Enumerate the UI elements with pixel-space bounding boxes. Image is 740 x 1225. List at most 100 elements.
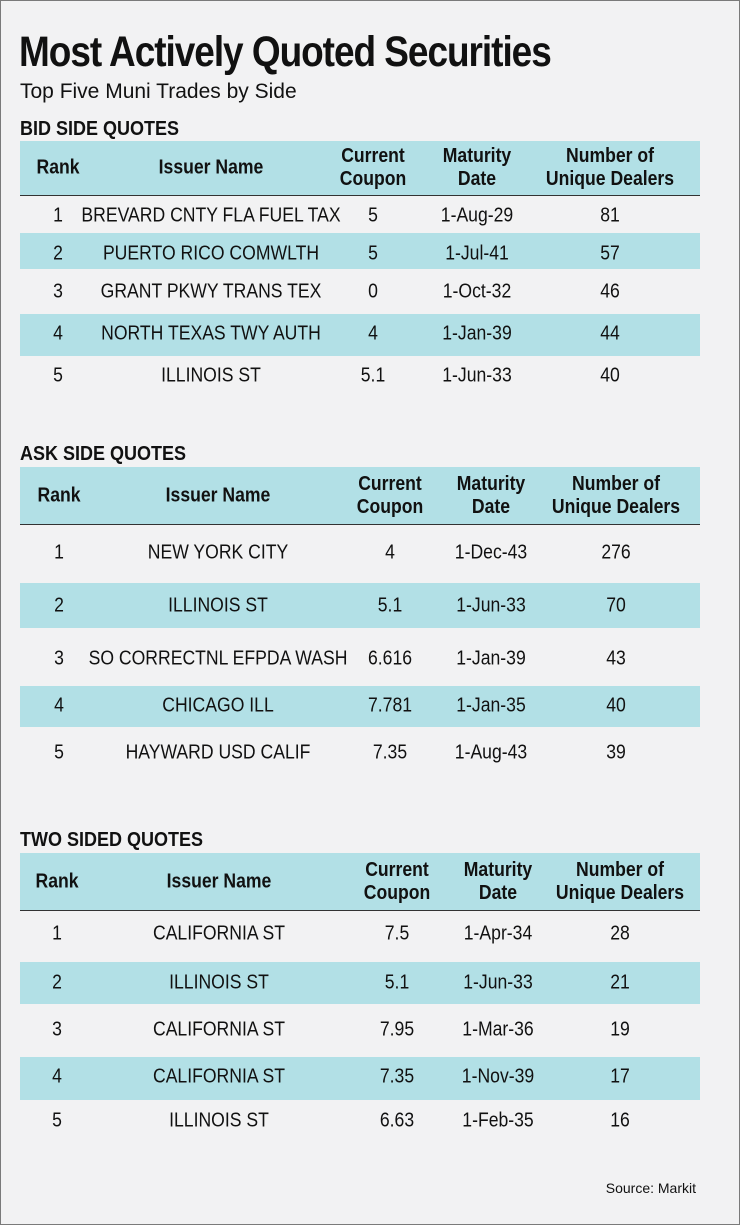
bid-header-unique-dealers: Number of Unique Dealers [546, 145, 674, 191]
ask-cell-issuer: ILLINOIS ST [168, 594, 268, 617]
bid-header-row [20, 141, 700, 196]
bid-cell-rank: 2 [53, 242, 63, 265]
bid-cell-dealers: 44 [600, 322, 620, 345]
two-sided-cell-dealers: 19 [610, 1018, 630, 1041]
ask-header-maturity-date: Maturity Date [457, 473, 525, 519]
source-note: Source: Markit [605, 1180, 696, 1196]
two-sided-cell-rank: 4 [52, 1065, 62, 1088]
two-sided-header-unique-dealers: Number of Unique Dealers [556, 859, 684, 905]
ask-cell-maturity: 1-Jun-33 [456, 594, 526, 617]
two-sided-header-current-coupon: Current Coupon [364, 859, 430, 905]
two-sided-cell-coupon: 6.63 [379, 1109, 415, 1132]
two-sided-header-unique-dealers-line: Number of [575, 858, 664, 881]
ask-header-current-coupon-line: Coupon [356, 495, 424, 518]
ask-header-maturity-date-line: Maturity [456, 472, 526, 495]
ask-cell-coupon: 7.781 [367, 694, 413, 717]
two-sided-row-stripe [20, 962, 700, 1004]
two-sided-section-title: TWO SIDED QUOTES [20, 829, 204, 851]
ask-cell-rank: 1 [54, 541, 64, 564]
ask-header-current-coupon: Current Coupon [357, 473, 423, 519]
bid-cell-maturity: 1-Jan-39 [442, 322, 512, 345]
ask-cell-maturity: 1-Aug-43 [454, 741, 528, 764]
bid-cell-dealers: 46 [600, 280, 620, 303]
ask-cell-coupon: 4 [385, 541, 395, 564]
bid-cell-rank: 1 [53, 204, 63, 227]
ask-header-rank-line: Rank [37, 484, 81, 506]
two-sided-cell-dealers: 17 [610, 1065, 630, 1088]
ask-cell-maturity: 1-Jan-35 [456, 694, 526, 717]
bid-cell-maturity: 1-Jun-33 [442, 364, 512, 387]
ask-cell-dealers: 43 [606, 647, 626, 670]
two-sided-header-unique-dealers-line: Unique Dealers [555, 881, 685, 904]
two-sided-header-maturity-date-line: Date [478, 881, 518, 904]
two-sided-header-rank-line: Rank [35, 870, 79, 892]
two-sided-header-current-coupon-line: Current [365, 858, 429, 881]
ask-cell-rank: 3 [54, 647, 64, 670]
bid-header-current-coupon-line: Current [341, 145, 405, 167]
bid-row-stripe [20, 314, 700, 356]
two-sided-cell-maturity: 1-Mar-36 [462, 1018, 534, 1041]
ask-header-issuer-name-line: Issuer Name [165, 484, 271, 506]
ask-cell-coupon: 6.616 [367, 647, 413, 670]
bid-cell-dealers: 81 [600, 204, 620, 227]
two-sided-cell-issuer: CALIFORNIA ST [152, 1018, 286, 1041]
bid-cell-rank: 4 [53, 322, 63, 345]
bid-section-title: BID SIDE QUOTES [20, 118, 180, 140]
two-sided-cell-rank: 2 [52, 971, 62, 994]
bid-header-maturity-date-line: Maturity [442, 145, 512, 167]
bid-header-maturity-date-line: Date [457, 168, 497, 190]
bid-header-rank: Rank [36, 157, 79, 180]
ask-cell-dealers: 70 [606, 594, 626, 617]
bid-cell-issuer: BREVARD CNTY FLA FUEL TAX [81, 204, 341, 227]
bid-cell-coupon: 0 [368, 280, 378, 303]
two-sided-cell-coupon: 7.5 [384, 922, 410, 945]
bid-cell-maturity: 1-Aug-29 [440, 204, 514, 227]
bid-header-issuer-name: Issuer Name [159, 157, 264, 180]
ask-cell-issuer: HAYWARD USD CALIF [125, 741, 311, 764]
bid-header-rank-line: Rank [36, 156, 80, 179]
bid-header-issuer-name-line: Issuer Name [158, 156, 264, 179]
bid-cell-rank: 3 [53, 280, 63, 303]
two-sided-cell-maturity: 1-Nov-39 [461, 1065, 535, 1088]
bid-header-unique-dealers-line: Number of [565, 145, 654, 167]
two-sided-cell-issuer: CALIFORNIA ST [152, 1065, 286, 1088]
ask-cell-issuer: CHICAGO ILL [162, 694, 274, 717]
bid-row-stripe [20, 233, 700, 269]
bid-header-maturity-date: Maturity Date [443, 145, 511, 191]
ask-cell-rank: 2 [54, 594, 64, 617]
ask-header-unique-dealers-line: Number of [571, 472, 660, 495]
two-sided-cell-dealers: 21 [610, 971, 630, 994]
two-sided-cell-coupon: 5.1 [384, 971, 410, 994]
two-sided-header-current-coupon-line: Coupon [363, 881, 431, 904]
two-sided-cell-issuer: ILLINOIS ST [169, 1109, 269, 1132]
ask-cell-dealers: 39 [606, 741, 626, 764]
two-sided-cell-issuer: ILLINOIS ST [169, 971, 269, 994]
bid-cell-issuer: ILLINOIS ST [161, 364, 261, 387]
ask-cell-issuer: SO CORRECTNL EFPDA WASH [88, 647, 348, 670]
ask-cell-dealers: 40 [606, 694, 626, 717]
bid-cell-maturity: 1-Oct-32 [442, 280, 512, 303]
ask-header-maturity-date-line: Date [471, 495, 511, 518]
bid-cell-rank: 5 [53, 364, 63, 387]
two-sided-cell-rank: 3 [52, 1018, 62, 1041]
ask-header-unique-dealers-line: Unique Dealers [551, 495, 681, 518]
two-sided-row-stripe [20, 1057, 700, 1100]
two-sided-header-rank: Rank [35, 870, 78, 893]
ask-header-row [20, 467, 700, 525]
ask-cell-rank: 4 [54, 694, 64, 717]
two-sided-cell-rank: 1 [52, 922, 62, 945]
ask-cell-dealers: 276 [601, 541, 631, 564]
bid-cell-maturity: 1-Jul-41 [445, 242, 509, 265]
two-sided-cell-coupon: 7.95 [379, 1018, 415, 1041]
bid-header-current-coupon-line: Coupon [339, 168, 407, 190]
ask-header-rank: Rank [37, 484, 80, 507]
bid-cell-issuer: GRANT PKWY TRANS TEX [100, 280, 322, 303]
two-sided-cell-dealers: 16 [610, 1109, 630, 1132]
bid-header-unique-dealers-line: Unique Dealers [545, 168, 675, 190]
two-sided-cell-maturity: 1-Apr-34 [463, 922, 533, 945]
two-sided-header-issuer-name: Issuer Name [167, 870, 272, 893]
two-sided-cell-dealers: 28 [610, 922, 630, 945]
bid-cell-issuer: PUERTO RICO COMWLTH [102, 242, 320, 265]
bid-cell-coupon: 5 [368, 242, 378, 265]
ask-cell-issuer: NEW YORK CITY [147, 541, 289, 564]
